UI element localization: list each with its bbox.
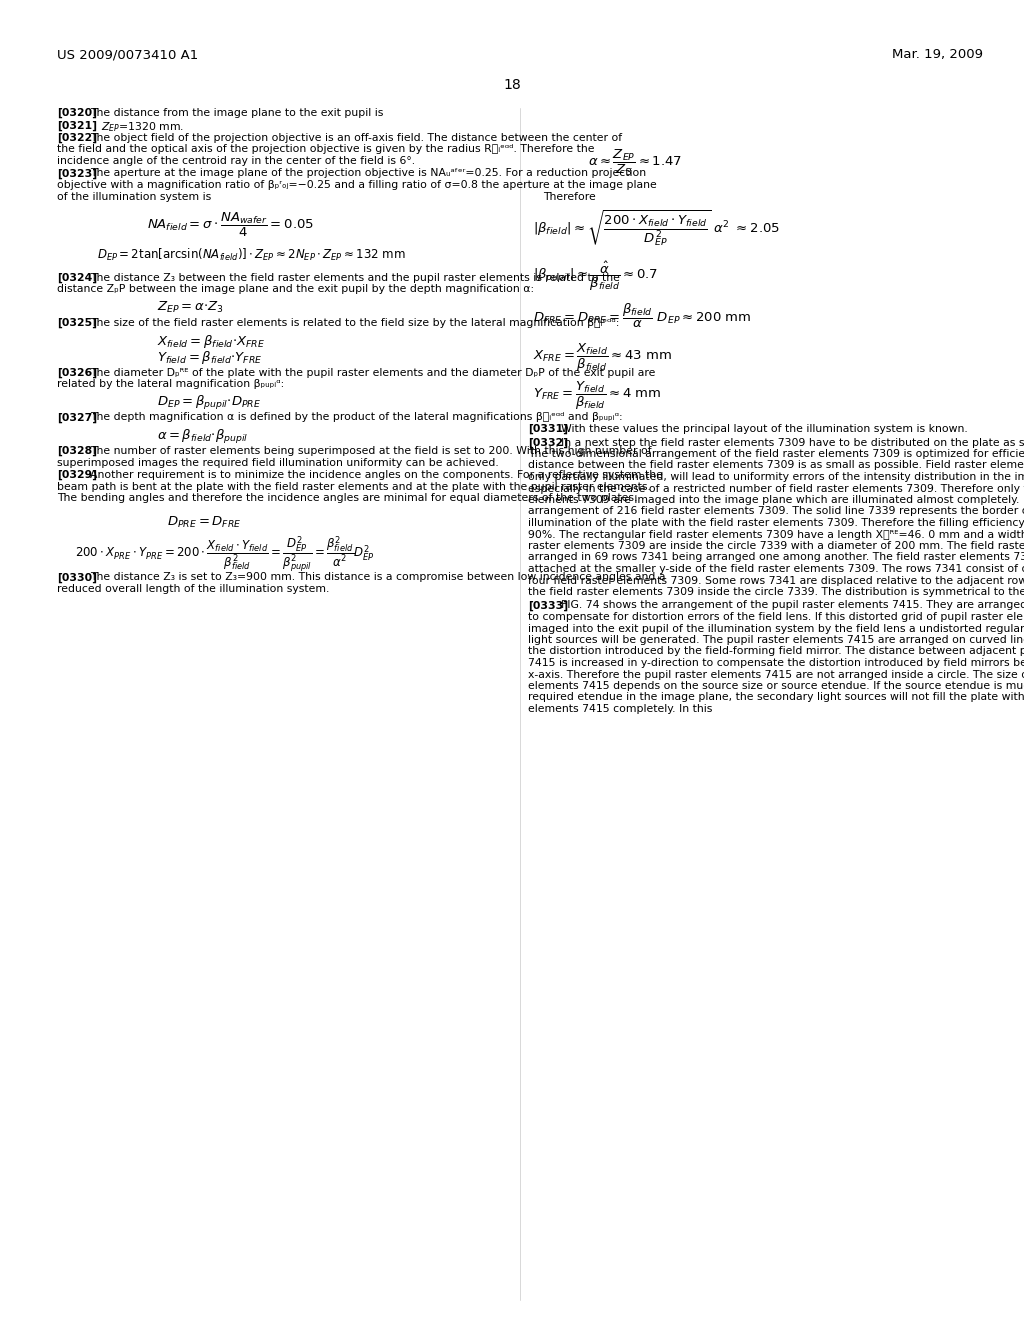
Text: [0325]: [0325] xyxy=(57,318,97,329)
Text: [0328]: [0328] xyxy=(57,446,97,457)
Text: With these values the principal layout of the illumination system is known.: With these values the principal layout o… xyxy=(561,424,968,434)
Text: The size of the field raster elements is related to the field size by the latera: The size of the field raster elements is… xyxy=(90,318,620,327)
Text: superimposed images the required field illumination uniformity can be achieved.: superimposed images the required field i… xyxy=(57,458,499,467)
Text: [0326]: [0326] xyxy=(57,367,97,378)
Text: [0332]: [0332] xyxy=(528,437,568,447)
Text: The distance from the image plane to the exit pupil is: The distance from the image plane to the… xyxy=(90,108,383,117)
Text: $\alpha \approx \dfrac{Z_{EP}}{Z_3} \approx 1.47$: $\alpha \approx \dfrac{Z_{EP}}{Z_3} \app… xyxy=(588,148,682,178)
Text: distance between the field raster elements 7309 is as small as possible. Field r: distance between the field raster elemen… xyxy=(528,461,1024,470)
Text: $D_{EP}{=}\beta_{pupil}{\cdot}D_{PRE}$: $D_{EP}{=}\beta_{pupil}{\cdot}D_{PRE}$ xyxy=(157,395,261,412)
Text: The depth magnification α is defined by the product of the lateral magnification: The depth magnification α is defined by … xyxy=(90,412,623,422)
Text: $Y_{field}{=}\beta_{field}{\cdot}Y_{FRE}$: $Y_{field}{=}\beta_{field}{\cdot}Y_{FRE}… xyxy=(157,350,262,367)
Text: $Z_{EP}$=1320 mm.: $Z_{EP}$=1320 mm. xyxy=(101,120,184,135)
Text: the field and the optical axis of the projection objective is given by the radiu: the field and the optical axis of the pr… xyxy=(57,144,595,154)
Text: $|\beta_{pupil}| \approx \dfrac{\hat{\alpha}}{\beta_{field}} \approx 0.7$: $|\beta_{pupil}| \approx \dfrac{\hat{\al… xyxy=(534,260,657,293)
Text: The diameter Dₚᴿᴱ of the plate with the pupil raster elements and the diameter D: The diameter Dₚᴿᴱ of the plate with the … xyxy=(90,367,655,378)
Text: $Y_{FRE} = \dfrac{Y_{field}}{\beta_{field}} \approx 4\ \mathrm{mm}$: $Y_{FRE} = \dfrac{Y_{field}}{\beta_{fiel… xyxy=(534,380,662,412)
Text: [0322]: [0322] xyxy=(57,133,97,144)
Text: especially in the case of a restricted number of field raster elements 7309. The: especially in the case of a restricted n… xyxy=(528,483,1024,494)
Text: The object field of the projection objective is an off-axis field. The distance : The object field of the projection objec… xyxy=(90,133,623,143)
Text: of the illumination system is: of the illumination system is xyxy=(57,191,211,202)
Text: the distortion introduced by the field-forming field mirror. The distance betwee: the distortion introduced by the field-f… xyxy=(528,647,1024,656)
Text: distance ZₚP between the image plane and the exit pupil by the depth magnificati: distance ZₚP between the image plane and… xyxy=(57,285,535,294)
Text: reduced overall length of the illumination system.: reduced overall length of the illuminati… xyxy=(57,583,330,594)
Text: elements 7415 depends on the source size or source etendue. If the source etendu: elements 7415 depends on the source size… xyxy=(528,681,1024,690)
Text: required etendue in the image plane, the secondary light sources will not fill t: required etendue in the image plane, the… xyxy=(528,693,1024,702)
Text: raster elements 7309 are inside the circle 7339 with a diameter of 200 mm. The f: raster elements 7309 are inside the circ… xyxy=(528,541,1024,550)
Text: $\alpha{=}\beta_{field}{\cdot}\beta_{pupil}$: $\alpha{=}\beta_{field}{\cdot}\beta_{pup… xyxy=(157,428,248,446)
Text: [0333]: [0333] xyxy=(528,601,568,611)
Text: [0324]: [0324] xyxy=(57,273,97,284)
Text: The two-dimensional arrangement of the field raster elements 7309 is optimized f: The two-dimensional arrangement of the f… xyxy=(528,449,1024,459)
Text: US 2009/0073410 A1: US 2009/0073410 A1 xyxy=(57,48,199,61)
Text: [0321]: [0321] xyxy=(57,120,97,131)
Text: [0329]: [0329] xyxy=(57,470,97,480)
Text: attached at the smaller y-side of the field raster elements 7309. The rows 7341 : attached at the smaller y-side of the fi… xyxy=(528,564,1024,574)
Text: elements 7309 are imaged into the image plane which are illuminated almost compl: elements 7309 are imaged into the image … xyxy=(528,495,1024,506)
Text: FIG. 74 shows the arrangement of the pupil raster elements 7415. They are arrang: FIG. 74 shows the arrangement of the pup… xyxy=(561,601,1024,610)
Text: The bending angles and therefore the incidence angles are minimal for equal diam: The bending angles and therefore the inc… xyxy=(57,492,638,503)
Text: 18: 18 xyxy=(503,78,521,92)
Text: imaged into the exit pupil of the illumination system by the field lens a undist: imaged into the exit pupil of the illumi… xyxy=(528,623,1024,634)
Text: light sources will be generated. The pupil raster elements 7415 are arranged on : light sources will be generated. The pup… xyxy=(528,635,1024,645)
Text: [0323]: [0323] xyxy=(57,169,97,178)
Text: $D_{EP} = 2\tan[\arcsin(NA_{field})]\cdot Z_{EP} \approx 2N_{EP}\cdot Z_{EP} \ap: $D_{EP} = 2\tan[\arcsin(NA_{field})]\cdo… xyxy=(97,247,406,263)
Text: The distance Z₃ is set to Z₃=900 mm. This distance is a compromise between low i: The distance Z₃ is set to Z₃=900 mm. Thi… xyxy=(90,573,666,582)
Text: only partially illuminated, will lead to uniformity errors of the intensity dist: only partially illuminated, will lead to… xyxy=(528,473,1024,482)
Text: The distance Z₃ between the field raster elements and the pupil raster elements : The distance Z₃ between the field raster… xyxy=(90,273,620,282)
Text: $|\beta_{field}| \approx \sqrt{\dfrac{200 \cdot X_{field} \cdot Y_{field}}{D^2_{: $|\beta_{field}| \approx \sqrt{\dfrac{20… xyxy=(534,209,780,248)
Text: The number of raster elements being superimposed at the field is set to 200. Wit: The number of raster elements being supe… xyxy=(90,446,651,455)
Text: [0327]: [0327] xyxy=(57,412,97,422)
Text: [0330]: [0330] xyxy=(57,573,97,582)
Text: objective with a magnification ratio of βₚʳₒⱼ=−0.25 and a filling ratio of σ=0.8: objective with a magnification ratio of … xyxy=(57,180,656,190)
Text: to compensate for distortion errors of the field lens. If this distorted grid of: to compensate for distortion errors of t… xyxy=(528,612,1024,622)
Text: $X_{field}{=}\beta_{field}{\cdot}X_{FRE}$: $X_{field}{=}\beta_{field}{\cdot}X_{FRE}… xyxy=(157,334,265,351)
Text: beam path is bent at the plate with the field raster elements and at the plate w: beam path is bent at the plate with the … xyxy=(57,482,651,491)
Text: arrangement of 216 field raster elements 7309. The solid line 7339 represents th: arrangement of 216 field raster elements… xyxy=(528,507,1024,516)
Text: $200 \cdot X_{PRE} \cdot Y_{PRE} = 200 \cdot \dfrac{X_{field} \cdot Y_{field}}{\: $200 \cdot X_{PRE} \cdot Y_{PRE} = 200 \… xyxy=(75,535,375,576)
Text: x-axis. Therefore the pupil raster elements 7415 are not arranged inside a circl: x-axis. Therefore the pupil raster eleme… xyxy=(528,669,1024,680)
Text: related by the lateral magnification βₚᵤₚᵢᵅ:: related by the lateral magnification βₚᵤ… xyxy=(57,379,285,389)
Text: 7415 is increased in y-direction to compensate the distortion introduced by fiel: 7415 is increased in y-direction to comp… xyxy=(528,657,1024,668)
Text: $X_{FRE} = \dfrac{X_{field}}{\beta_{field}} \approx 43\ \mathrm{mm}$: $X_{FRE} = \dfrac{X_{field}}{\beta_{fiel… xyxy=(534,342,672,375)
Text: incidence angle of the centroid ray in the center of the field is 6°.: incidence angle of the centroid ray in t… xyxy=(57,156,415,166)
Text: Mar. 19, 2009: Mar. 19, 2009 xyxy=(892,48,983,61)
Text: $D_{PRE} = D_{FRE}$: $D_{PRE} = D_{FRE}$ xyxy=(167,515,242,529)
Text: illumination of the plate with the field raster elements 7309. Therefore the fil: illumination of the plate with the field… xyxy=(528,517,1024,528)
Text: elements 7415 completely. In this: elements 7415 completely. In this xyxy=(528,704,713,714)
Text: [0320]: [0320] xyxy=(57,108,97,119)
Text: Another requirement is to minimize the incidence angles on the components. For a: Another requirement is to minimize the i… xyxy=(90,470,663,480)
Text: $Z_{EP}{=}\alpha{\cdot}Z_3$: $Z_{EP}{=}\alpha{\cdot}Z_3$ xyxy=(157,300,223,315)
Text: the field raster elements 7309 inside the circle 7339. The distribution is symme: the field raster elements 7309 inside th… xyxy=(528,587,1024,597)
Text: arranged in 69 rows 7341 being arranged one among another. The field raster elem: arranged in 69 rows 7341 being arranged … xyxy=(528,553,1024,562)
Text: 90%. The rectangular field raster elements 7309 have a length X₟ᴿᴱ=46. 0 mm and : 90%. The rectangular field raster elemen… xyxy=(528,529,1024,540)
Text: In a next step the field raster elements 7309 have to be distributed on the plat: In a next step the field raster elements… xyxy=(561,437,1024,447)
Text: $NA_{field} = \sigma \cdot \dfrac{NA_{wafer}}{4} = 0.05$: $NA_{field} = \sigma \cdot \dfrac{NA_{wa… xyxy=(147,211,314,239)
Text: $D_{FRE} = D_{PRE} = \dfrac{\beta_{field}}{\alpha}\ D_{EP} \approx 200\ \mathrm{: $D_{FRE} = D_{PRE} = \dfrac{\beta_{field… xyxy=(534,302,752,330)
Text: Therefore: Therefore xyxy=(543,191,596,202)
Text: The aperture at the image plane of the projection objective is NAᵤᵃᶠᵉʳ=0.25. For: The aperture at the image plane of the p… xyxy=(90,169,646,178)
Text: [0331]: [0331] xyxy=(528,424,568,434)
Text: four field raster elements 7309. Some rows 7341 are displaced relative to the ad: four field raster elements 7309. Some ro… xyxy=(528,576,1024,586)
